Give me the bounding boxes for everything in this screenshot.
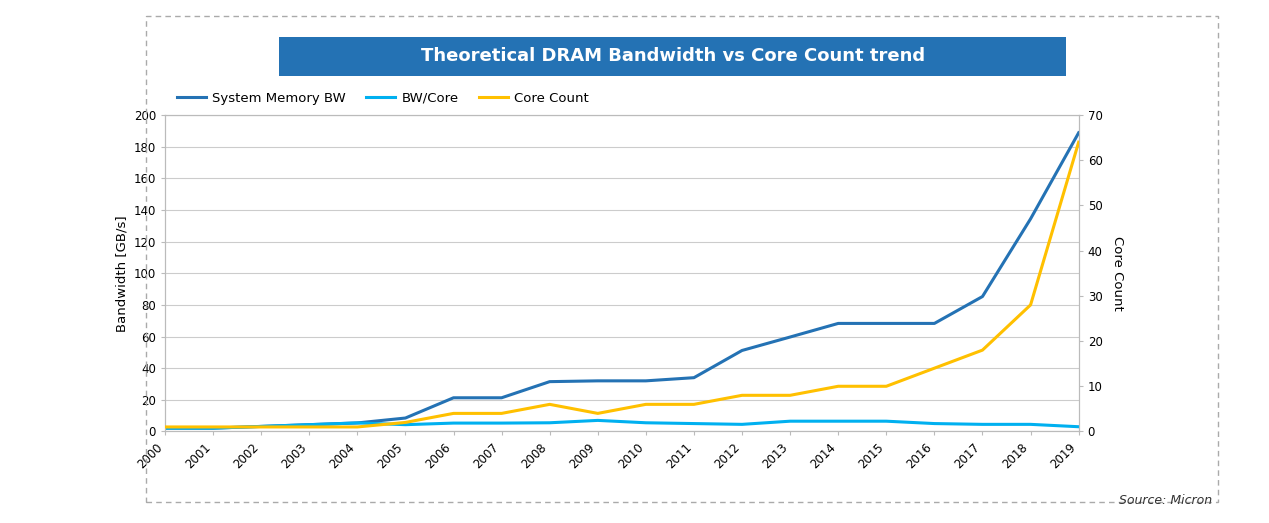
Y-axis label: Core Count: Core Count bbox=[1110, 236, 1124, 311]
Y-axis label: Bandwidth [GB/s]: Bandwidth [GB/s] bbox=[115, 215, 128, 332]
Legend: System Memory BW, BW/Core, Core Count: System Memory BW, BW/Core, Core Count bbox=[171, 87, 594, 110]
Text: Theoretical DRAM Bandwidth vs Core Count trend: Theoretical DRAM Bandwidth vs Core Count… bbox=[420, 47, 925, 65]
Text: Source: Micron: Source: Micron bbox=[1119, 494, 1212, 507]
